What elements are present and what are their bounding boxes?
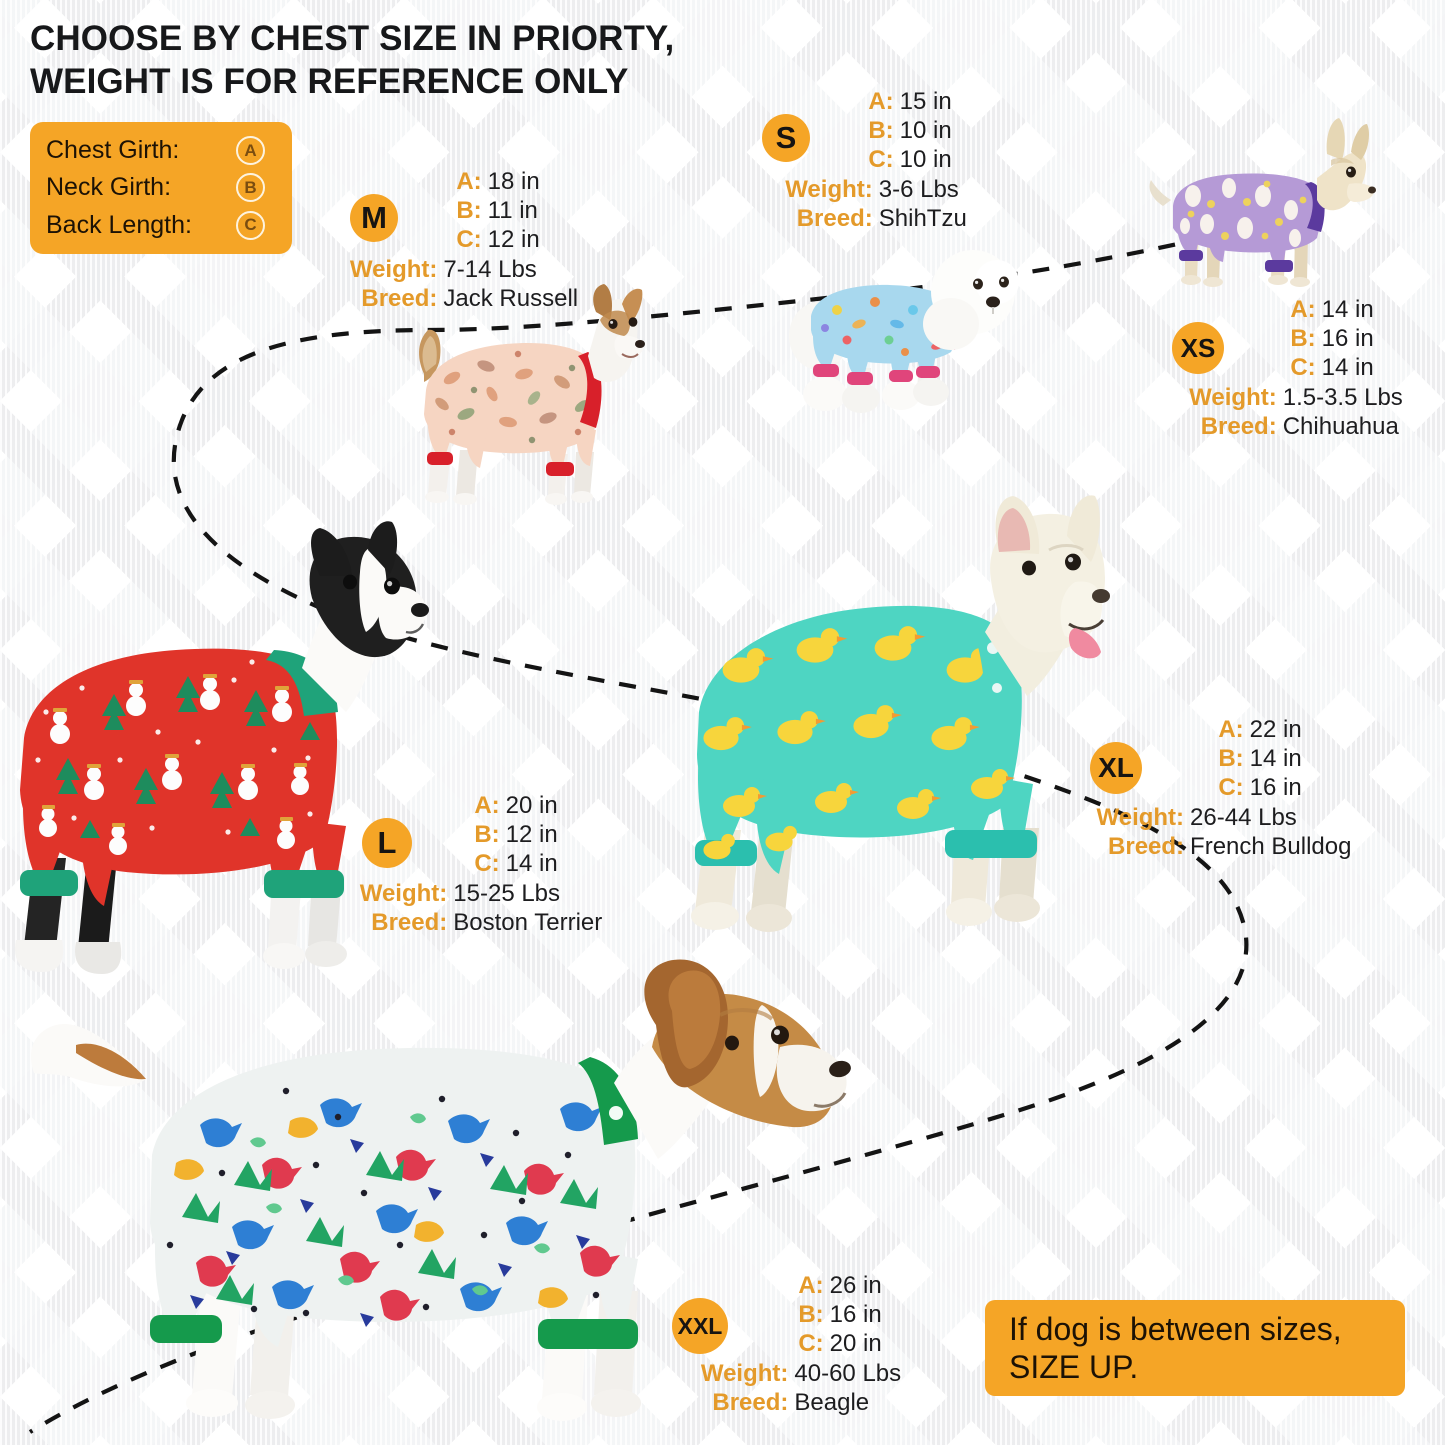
value-weight-xl: 26-44 Lbs: [1190, 804, 1297, 831]
legend-row-chest-girth: Chest Girth: A: [46, 136, 280, 166]
label-neck-xl: B:: [1218, 745, 1244, 772]
value-neck-xl: 14 in: [1249, 745, 1302, 772]
label-weight-xxl: Weight:: [700, 1360, 789, 1387]
value-neck-xs: 16 in: [1321, 325, 1374, 352]
legend-label-back-length: Back Length:: [46, 210, 192, 239]
label-weight-xl: Weight:: [1096, 804, 1185, 831]
size-badge-xxl: XXL: [672, 1298, 728, 1354]
dog-image-boston-terrier: [0, 521, 430, 978]
legend-row-back-length: Back Length: C: [46, 210, 280, 240]
label-chest-m: A:: [456, 168, 482, 195]
label-weight-xs: Weight:: [1189, 384, 1277, 411]
dog-image-beagle: [20, 959, 851, 1445]
value-chest-l: 20 in: [505, 792, 558, 819]
label-neck-xs: B:: [1290, 325, 1316, 352]
size-block-l: L A: 20 in B: 12 in C: 14 in Weight: 15-…: [352, 792, 612, 937]
value-chest-xs: 14 in: [1321, 296, 1374, 323]
label-breed-xl: Breed:: [1108, 833, 1185, 860]
badge-a-icon: A: [236, 136, 265, 166]
label-chest-xxl: A:: [798, 1272, 824, 1299]
dog-image-shihtzu: [785, 240, 1019, 420]
size-badge-xl: XL: [1090, 742, 1142, 794]
badge-b-icon: B: [236, 173, 265, 203]
label-neck-m: B:: [456, 197, 482, 224]
label-back-xl: C:: [1218, 774, 1244, 801]
value-back-m: 12 in: [487, 226, 540, 253]
value-neck-s: 10 in: [899, 117, 952, 144]
size-up-note: If dog is between sizes, SIZE UP.: [985, 1300, 1405, 1396]
size-badge-m: M: [350, 194, 398, 242]
legend-label-neck-girth: Neck Girth:: [46, 173, 172, 202]
size-block-xl: XL A: 22 in B: 14 in C: 16 in Weight: 26…: [1080, 716, 1370, 861]
label-chest-xl: A:: [1218, 716, 1244, 743]
value-weight-xxl: 40-60 Lbs: [794, 1360, 902, 1387]
size-block-m: M A: 18 in B: 11 in C: 12 in Weight: 7-1…: [340, 168, 590, 313]
size-badge-l: L: [362, 818, 412, 868]
label-neck-l: B:: [474, 821, 500, 848]
label-breed-xs: Breed:: [1200, 413, 1277, 440]
size-block-s: S A: 15 in B: 10 in C: 10 in Weight: 3-6…: [752, 88, 1002, 233]
size-block-xxl: XXL A: 26 in B: 16 in C: 20 in Weight: 4…: [662, 1272, 942, 1417]
size-block-xs: XS A: 14 in B: 16 in C: 14 in Weight: 1.…: [1162, 296, 1432, 441]
value-neck-m: 11 in: [487, 197, 538, 224]
label-back-xxl: C:: [798, 1330, 824, 1357]
legend-row-neck-girth: Neck Girth: B: [46, 173, 280, 203]
value-breed-m: Jack Russell: [443, 285, 579, 312]
value-chest-m: 18 in: [487, 168, 540, 195]
size-up-note-text: If dog is between sizes, SIZE UP.: [1009, 1310, 1342, 1385]
value-breed-l: Boston Terrier: [453, 909, 603, 936]
value-weight-s: 3-6 Lbs: [878, 176, 959, 203]
label-breed-s: Breed:: [796, 205, 873, 232]
page-title: CHOOSE BY CHEST SIZE IN PRIORTY, WEIGHT …: [30, 19, 675, 101]
value-breed-s: ShihTzu: [878, 205, 967, 232]
value-back-xl: 16 in: [1249, 774, 1302, 801]
value-breed-xl: French Bulldog: [1190, 833, 1352, 860]
label-chest-s: A:: [868, 88, 894, 115]
label-breed-m: Breed:: [361, 285, 438, 312]
label-neck-xxl: B:: [798, 1301, 824, 1328]
label-chest-xs: A:: [1290, 296, 1316, 323]
value-chest-xxl: 26 in: [829, 1272, 882, 1299]
value-breed-xs: Chihuahua: [1282, 413, 1399, 440]
label-weight-m: Weight:: [349, 256, 438, 283]
label-back-l: C:: [474, 850, 500, 877]
label-breed-xxl: Breed:: [712, 1389, 789, 1416]
size-badge-s: S: [762, 114, 810, 162]
label-weight-s: Weight:: [785, 176, 873, 203]
value-back-xs: 14 in: [1321, 354, 1374, 381]
value-back-s: 10 in: [899, 146, 952, 173]
value-weight-xs: 1.5-3.5 Lbs: [1282, 384, 1403, 411]
value-weight-l: 15-25 Lbs: [453, 880, 561, 907]
badge-c-icon: C: [236, 210, 265, 240]
value-back-l: 14 in: [505, 850, 558, 877]
value-back-xxl: 20 in: [829, 1330, 882, 1357]
label-back-m: C:: [456, 226, 482, 253]
label-back-xs: C:: [1290, 354, 1316, 381]
value-neck-l: 12 in: [505, 821, 558, 848]
dog-image-jack-russell: [382, 282, 645, 522]
value-neck-xxl: 16 in: [829, 1301, 882, 1328]
value-chest-xl: 22 in: [1249, 716, 1302, 743]
size-badge-xs: XS: [1172, 322, 1224, 374]
label-chest-l: A:: [474, 792, 500, 819]
value-chest-s: 15 in: [899, 88, 952, 115]
label-weight-l: Weight:: [359, 880, 448, 907]
dog-image-chihuahua: [1145, 110, 1376, 300]
measurement-legend: Chest Girth: A Neck Girth: B Back Length…: [30, 122, 292, 254]
dog-image-french-bulldog: [655, 495, 1110, 960]
label-back-s: C:: [868, 146, 894, 173]
value-breed-xxl: Beagle: [794, 1389, 870, 1416]
value-weight-m: 7-14 Lbs: [443, 256, 537, 283]
label-neck-s: B:: [868, 117, 894, 144]
label-breed-l: Breed:: [371, 909, 448, 936]
legend-label-chest-girth: Chest Girth:: [46, 136, 180, 165]
